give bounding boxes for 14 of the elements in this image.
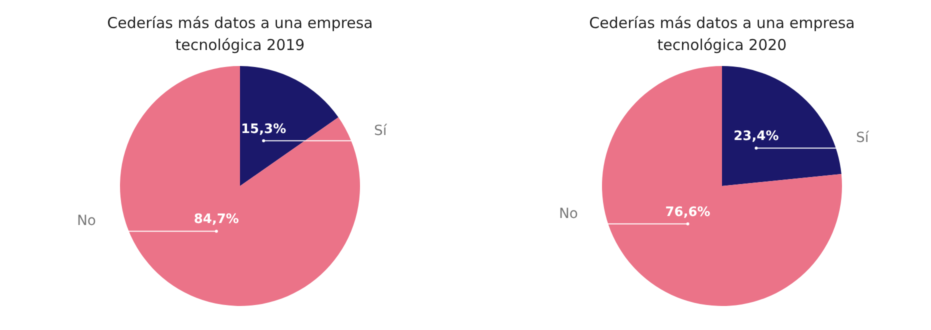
data-label: 76,6% <box>665 204 710 220</box>
pie-slice <box>240 66 338 186</box>
slice-label: No <box>76 213 96 230</box>
slice-label: No <box>558 206 578 222</box>
data-label: 23,4% <box>734 129 779 144</box>
chart-title: Cederías más datos a una empresa tecnológica 2020 <box>589 14 855 54</box>
slice-label: Sí <box>374 122 388 139</box>
pie-slice <box>120 66 360 306</box>
data-label: 84,7% <box>194 212 239 228</box>
slice-label: Sí <box>856 130 870 146</box>
pie-slice <box>602 66 842 306</box>
pie-slice <box>722 66 842 186</box>
data-label: 15,3% <box>241 122 286 137</box>
chart-title: Cederías más datos a una empresa tecnológica 2019 <box>107 14 373 54</box>
